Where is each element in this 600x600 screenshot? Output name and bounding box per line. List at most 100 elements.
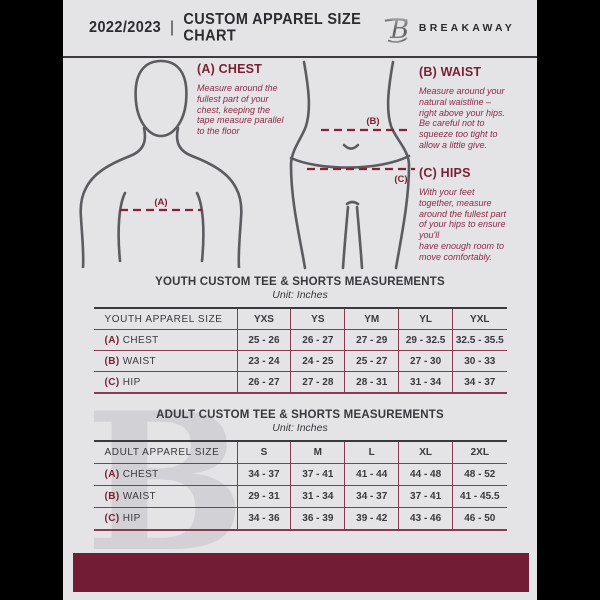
chest-measure-label: (A) <box>154 197 167 208</box>
measurement-value-cell: 25 - 27 <box>344 350 400 372</box>
measurement-value-cell: 46 - 50 <box>452 507 507 531</box>
measurement-value-cell: 30 - 33 <box>452 350 507 372</box>
hips-instruction-text: With your feet together, measure around … <box>419 187 507 262</box>
row-label-cell: (B) WAIST <box>93 350 238 372</box>
measurement-value-cell: 28 - 31 <box>344 371 400 394</box>
measurement-value-cell: 39 - 42 <box>344 507 400 531</box>
size-column-header-cell: XL <box>398 440 454 464</box>
table-row: (A) CHEST 34 - 37 37 - 41 41 - 44 44 - 48 48 … <box>93 463 507 486</box>
measurement-value-cell: 37 - 41 <box>290 463 346 486</box>
waist-instruction-text: Measure around your natural waistline – … <box>419 86 506 150</box>
size-label-header-cell: ADULT APPAREL SIZE <box>93 440 238 464</box>
measurement-value-cell: 24 - 25 <box>290 350 346 372</box>
size-column-header-cell: S <box>237 440 292 464</box>
row-key: (A) <box>104 469 120 480</box>
header: 2022/2023 | CUSTOM APPAREL SIZE CHART B … <box>63 0 537 56</box>
size-column-header-cell: M <box>290 440 346 464</box>
measurement-diagrams: (A) (B) (C) (A) CHEST Measure around the… <box>63 58 537 270</box>
adult-table-unit: Unit: Inches <box>272 422 328 434</box>
measurement-value-cell: 31 - 34 <box>398 371 454 394</box>
waist-hips-diagram: (B) (C) <box>289 60 415 270</box>
right-inner-leg-line <box>355 205 364 270</box>
chest-instruction-title: (A) CHEST <box>197 62 262 76</box>
table-header-row: ADULT APPAREL SIZE S M L XL 2XL <box>93 440 507 464</box>
measurement-value-cell: 41 - 45.5 <box>452 485 507 508</box>
chest-instruction-block: (A) CHEST Measure around the fullest par… <box>197 62 333 137</box>
measurement-value-cell: 32.5 - 35.5 <box>452 329 507 351</box>
measurement-value-cell: 41 - 44 <box>344 463 400 486</box>
torso-chest-diagram: (A) <box>79 59 243 268</box>
youth-table-unit: Unit: Inches <box>272 289 328 301</box>
table-row: (A) CHEST 25 - 26 26 - 27 27 - 29 29 - 32.5 3… <box>93 329 507 351</box>
adult-table-title: ADULT CUSTOM TEE & SHORTS MEASUREMENTS <box>156 409 444 421</box>
row-key: (B) <box>104 491 120 502</box>
header-year: 2022/2023 <box>89 19 162 37</box>
size-column-header-cell: YS <box>290 307 346 330</box>
measurement-value-cell: 37 - 41 <box>398 485 454 508</box>
size-chart-page: 2022/2023 | CUSTOM APPAREL SIZE CHART B … <box>63 0 537 600</box>
right-body-outline <box>386 60 411 270</box>
hips-instruction-block: (C) HIPS With your feet together, measur… <box>419 166 555 263</box>
row-label-cell: (C) HIP <box>93 507 238 531</box>
measurement-value-cell: 29 - 31 <box>237 485 292 508</box>
left-inner-leg-line <box>341 205 350 270</box>
row-label-cell: (C) HIP <box>93 371 238 394</box>
youth-measurements-section: YOUTH CUSTOM TEE & SHORTS MEASUREMENTS U… <box>63 276 537 394</box>
measurement-value-cell: 23 - 24 <box>237 350 292 372</box>
navel-mark <box>342 143 360 150</box>
table-row: (B) WAIST 23 - 24 24 - 25 25 - 27 27 - 30 30 … <box>93 350 507 372</box>
waist-measure-label: (B) <box>366 116 379 127</box>
page-title: 2022/2023 | CUSTOM APPAREL SIZE CHART <box>89 11 383 45</box>
size-column-header-cell: YXL <box>452 307 507 330</box>
left-body-outline <box>289 60 311 270</box>
measurement-value-cell: 34 - 36 <box>237 507 292 531</box>
hips-instruction-title: (C) HIPS <box>419 166 471 180</box>
waist-instruction-block: (B) WAIST Measure around your natural wa… <box>419 65 555 151</box>
footer-bar <box>73 553 529 592</box>
waist-instruction-title: (B) WAIST <box>419 65 482 79</box>
measurement-value-cell: 26 - 27 <box>290 329 346 351</box>
youth-size-table: YOUTH APPAREL SIZE YXS YS YM YL YXL (A) CHEST 2… <box>93 307 507 394</box>
breakaway-logo-icon: B <box>384 15 409 43</box>
table-row: (C) HIP 34 - 36 36 - 39 39 - 42 43 - 46 46 - … <box>93 507 507 531</box>
measurement-value-cell: 44 - 48 <box>398 463 454 486</box>
chest-instruction-text: Measure around the fullest part of your … <box>197 83 284 137</box>
measurement-value-cell: 29 - 32.5 <box>398 329 454 351</box>
measurement-value-cell: 25 - 26 <box>237 329 292 351</box>
measurement-value-cell: 34 - 37 <box>237 463 292 486</box>
hips-measure-label: (C) <box>394 174 407 185</box>
table-row: (B) WAIST 29 - 31 31 - 34 34 - 37 37 - 41 41 … <box>93 485 507 508</box>
measurement-value-cell: 36 - 39 <box>290 507 346 531</box>
measurement-value-cell: 34 - 37 <box>452 371 507 394</box>
right-armpit-line <box>195 191 205 263</box>
size-column-header-cell: YM <box>344 307 400 330</box>
measurement-value-cell: 48 - 52 <box>452 463 507 486</box>
table-row: (C) HIP 26 - 27 27 - 28 28 - 31 31 - 34 34 - … <box>93 371 507 394</box>
header-chart-name: CUSTOM APPAREL SIZE CHART <box>183 11 362 45</box>
row-label-cell: (B) WAIST <box>93 485 238 508</box>
crotch-arc <box>345 200 360 206</box>
left-shoulder-arm-outline <box>79 126 147 268</box>
size-column-header-cell: YL <box>398 307 454 330</box>
adult-size-table: ADULT APPAREL SIZE S M L XL 2XL (A) CHEST 34 - … <box>93 440 507 531</box>
head-outline <box>134 59 188 138</box>
measurement-value-cell: 34 - 37 <box>344 485 400 508</box>
row-key: (C) <box>104 376 120 388</box>
size-label-header-cell: YOUTH APPAREL SIZE <box>93 307 238 330</box>
logo-letter: B <box>389 15 409 43</box>
hip-curve-line <box>289 154 411 169</box>
row-label-cell: (A) CHEST <box>93 329 238 351</box>
brand-logo-group: B BREAKAWAY <box>383 13 515 43</box>
row-key: (C) <box>104 513 120 524</box>
measurement-value-cell: 27 - 29 <box>344 329 400 351</box>
left-armpit-line <box>117 191 127 263</box>
youth-table-title: YOUTH CUSTOM TEE & SHORTS MEASUREMENTS <box>155 276 445 288</box>
row-key: (A) <box>104 334 120 346</box>
right-shoulder-arm-outline <box>175 126 243 268</box>
measurement-value-cell: 27 - 30 <box>398 350 454 372</box>
size-column-header-cell: 2XL <box>452 440 507 464</box>
size-column-header-cell: L <box>344 440 400 464</box>
header-pipe: | <box>170 19 175 37</box>
row-label-cell: (A) CHEST <box>93 463 238 486</box>
measurement-value-cell: 43 - 46 <box>398 507 454 531</box>
